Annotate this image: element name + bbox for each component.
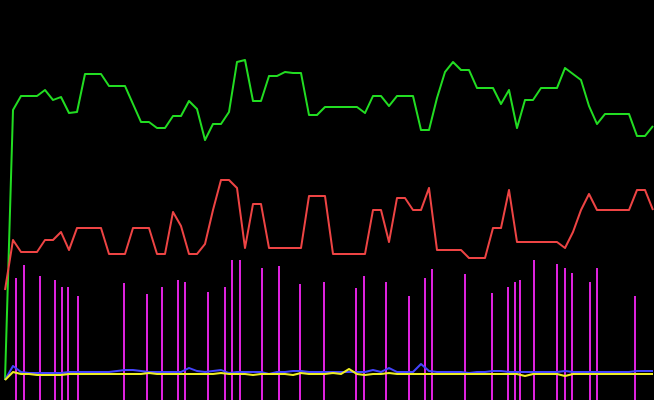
series-line bbox=[4, 179, 654, 291]
series-line bbox=[4, 59, 654, 381]
series-line bbox=[4, 363, 653, 381]
series-line bbox=[4, 368, 653, 381]
